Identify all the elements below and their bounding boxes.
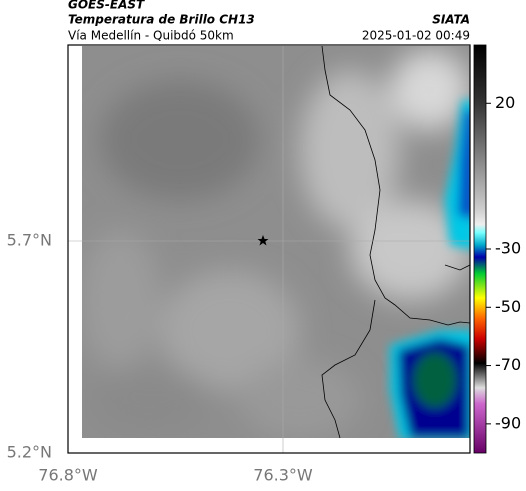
lon-label: 76.3°W: [253, 466, 313, 485]
colorbar: [473, 44, 487, 454]
colorbar-tick-label: -50: [495, 297, 521, 316]
graticule: [68, 46, 470, 453]
satellite-title: GOES-EAST: [68, 0, 145, 12]
map-frame: [67, 44, 471, 454]
source-label: SIATA: [432, 13, 470, 27]
lat-label: 5.2°N: [7, 443, 52, 462]
colorbar-ticks: 20 -30 -50 -70 -90: [486, 93, 521, 432]
lat-label: 5.7°N: [7, 231, 52, 250]
datetime-label: 2025-01-02 00:49: [362, 29, 470, 43]
colorbar-tick-label: -30: [495, 239, 521, 258]
borders: [321, 45, 471, 439]
satellite-image: [82, 46, 470, 438]
product-title: Temperatura de Brillo CH13: [68, 13, 255, 27]
colorbar-tick-label: 20: [495, 93, 515, 112]
colorbar-tick-label: -70: [495, 355, 521, 374]
colorbar-tick-label: -90: [495, 413, 521, 432]
location-marker: [257, 235, 269, 246]
lon-label: 76.8°W: [38, 466, 98, 485]
region-label: Vía Medellín - Quibdó 50km: [68, 29, 234, 43]
